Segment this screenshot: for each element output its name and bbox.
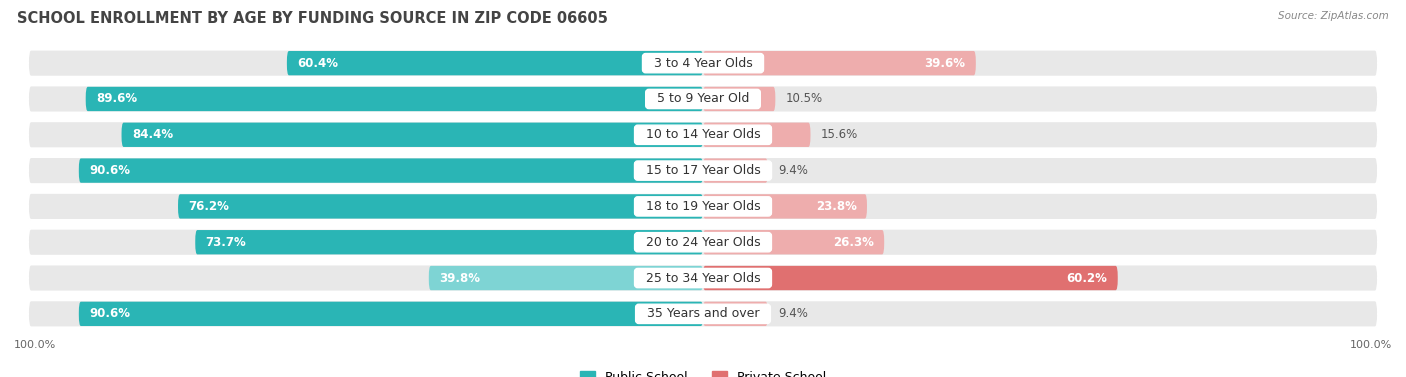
Text: SCHOOL ENROLLMENT BY AGE BY FUNDING SOURCE IN ZIP CODE 06605: SCHOOL ENROLLMENT BY AGE BY FUNDING SOUR… — [17, 11, 607, 26]
Text: 5 to 9 Year Old: 5 to 9 Year Old — [648, 92, 758, 106]
FancyBboxPatch shape — [79, 158, 703, 183]
FancyBboxPatch shape — [28, 49, 1378, 77]
FancyBboxPatch shape — [28, 85, 1378, 113]
Text: 90.6%: 90.6% — [89, 164, 131, 177]
FancyBboxPatch shape — [287, 51, 703, 75]
FancyBboxPatch shape — [28, 264, 1378, 292]
FancyBboxPatch shape — [195, 230, 703, 254]
FancyBboxPatch shape — [703, 230, 884, 254]
FancyBboxPatch shape — [28, 193, 1378, 220]
FancyBboxPatch shape — [703, 87, 775, 111]
FancyBboxPatch shape — [703, 123, 810, 147]
Legend: Public School, Private School: Public School, Private School — [575, 366, 831, 377]
Text: 76.2%: 76.2% — [188, 200, 229, 213]
FancyBboxPatch shape — [28, 300, 1378, 328]
FancyBboxPatch shape — [28, 121, 1378, 149]
FancyBboxPatch shape — [703, 158, 768, 183]
FancyBboxPatch shape — [429, 266, 703, 290]
Text: 84.4%: 84.4% — [132, 128, 173, 141]
FancyBboxPatch shape — [703, 194, 868, 219]
Text: 35 Years and over: 35 Years and over — [638, 307, 768, 320]
FancyBboxPatch shape — [703, 51, 976, 75]
FancyBboxPatch shape — [121, 123, 703, 147]
Text: 39.6%: 39.6% — [925, 57, 966, 70]
Text: 15 to 17 Year Olds: 15 to 17 Year Olds — [638, 164, 768, 177]
Text: 18 to 19 Year Olds: 18 to 19 Year Olds — [638, 200, 768, 213]
Text: 60.2%: 60.2% — [1067, 271, 1108, 285]
FancyBboxPatch shape — [28, 157, 1378, 184]
Text: 20 to 24 Year Olds: 20 to 24 Year Olds — [638, 236, 768, 249]
Text: 23.8%: 23.8% — [815, 200, 856, 213]
FancyBboxPatch shape — [703, 266, 1118, 290]
Text: 9.4%: 9.4% — [778, 164, 808, 177]
Text: 60.4%: 60.4% — [297, 57, 339, 70]
FancyBboxPatch shape — [28, 228, 1378, 256]
Text: 26.3%: 26.3% — [832, 236, 875, 249]
Text: 15.6%: 15.6% — [821, 128, 858, 141]
FancyBboxPatch shape — [86, 87, 703, 111]
Text: 9.4%: 9.4% — [778, 307, 808, 320]
FancyBboxPatch shape — [179, 194, 703, 219]
Text: 25 to 34 Year Olds: 25 to 34 Year Olds — [638, 271, 768, 285]
Text: 100.0%: 100.0% — [14, 340, 56, 349]
Text: 73.7%: 73.7% — [205, 236, 246, 249]
Text: 10.5%: 10.5% — [786, 92, 823, 106]
Text: 10 to 14 Year Olds: 10 to 14 Year Olds — [638, 128, 768, 141]
Text: 90.6%: 90.6% — [89, 307, 131, 320]
Text: Source: ZipAtlas.com: Source: ZipAtlas.com — [1278, 11, 1389, 21]
Text: 89.6%: 89.6% — [96, 92, 138, 106]
Text: 100.0%: 100.0% — [1350, 340, 1392, 349]
FancyBboxPatch shape — [79, 302, 703, 326]
Text: 3 to 4 Year Olds: 3 to 4 Year Olds — [645, 57, 761, 70]
Text: 39.8%: 39.8% — [439, 271, 479, 285]
FancyBboxPatch shape — [703, 302, 768, 326]
